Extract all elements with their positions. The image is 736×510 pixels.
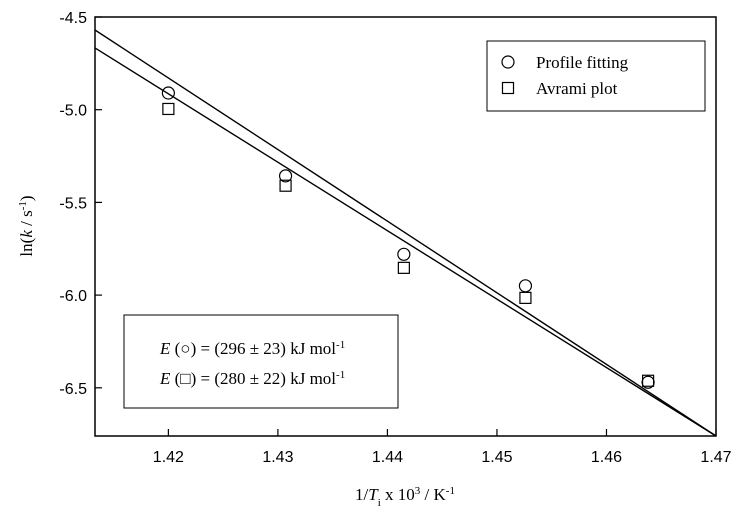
annotation-text: (□) = (280 ± 22) kJ mol xyxy=(170,369,336,388)
marker-square xyxy=(162,102,175,116)
plot-frame xyxy=(94,16,717,437)
x-tick-label: 1.42 xyxy=(153,449,184,466)
x-tick-label: 1.45 xyxy=(481,449,512,466)
annotation-variable: E xyxy=(159,369,171,388)
annotation: E (□) = (280 ± 22) kJ mol-1 xyxy=(159,369,345,388)
x-tick-label: 1.47 xyxy=(700,449,731,466)
label-part: k xyxy=(17,230,36,238)
marker-square xyxy=(501,81,515,95)
annotation-sup: -1 xyxy=(336,339,345,351)
plot-area xyxy=(95,29,716,436)
fit-line xyxy=(95,47,716,436)
marker-circle xyxy=(161,86,175,100)
y-tick-label: -4.5 xyxy=(59,10,87,27)
y-tick-label: -5.0 xyxy=(59,103,87,120)
annotation: E (○) = (296 ± 23) kJ mol-1 xyxy=(159,339,345,358)
x-tick-label: 1.44 xyxy=(372,449,403,466)
label-part: x 10 xyxy=(381,485,415,504)
y-tick-label: -6.0 xyxy=(59,288,87,305)
marker-circle xyxy=(278,169,293,183)
x-axis-label: 1/Ti x 103 / K-1 xyxy=(355,485,455,509)
legend-label: Profile fitting xyxy=(536,53,629,72)
label-part: ln( xyxy=(17,237,36,256)
legend-label: Avrami plot xyxy=(536,79,618,98)
marker-square xyxy=(397,261,410,274)
marker-square xyxy=(519,291,532,304)
y-axis-label: ln(k / s-1) xyxy=(17,195,36,256)
x-tick-label: 1.46 xyxy=(591,449,622,466)
x-tick-label: 1.43 xyxy=(262,449,293,466)
annotation-variable: E xyxy=(159,339,171,358)
label-part: -1 xyxy=(446,485,455,497)
marker-circle xyxy=(518,279,533,293)
label-part: 3 xyxy=(415,485,421,497)
y-tick-label: -6.5 xyxy=(59,381,87,398)
legend-box xyxy=(486,40,706,112)
label-part: / s xyxy=(17,210,36,230)
label-part: ) xyxy=(17,195,36,201)
annotation-box xyxy=(123,314,399,409)
label-part: T xyxy=(368,485,379,504)
y-tick-label: -5.5 xyxy=(59,195,87,212)
label-part: -1 xyxy=(17,201,29,210)
marker-square xyxy=(279,179,292,192)
label-part: 1/ xyxy=(355,485,369,504)
fit-line xyxy=(95,29,716,436)
label-part: i xyxy=(378,497,381,509)
annotation-sup: -1 xyxy=(336,369,345,381)
marker-circle xyxy=(501,55,515,69)
marker-circle xyxy=(397,247,411,261)
marker-square xyxy=(641,374,655,387)
label-part: / K xyxy=(420,485,446,504)
annotation-text: (○) = (296 ± 23) kJ mol xyxy=(170,339,336,358)
